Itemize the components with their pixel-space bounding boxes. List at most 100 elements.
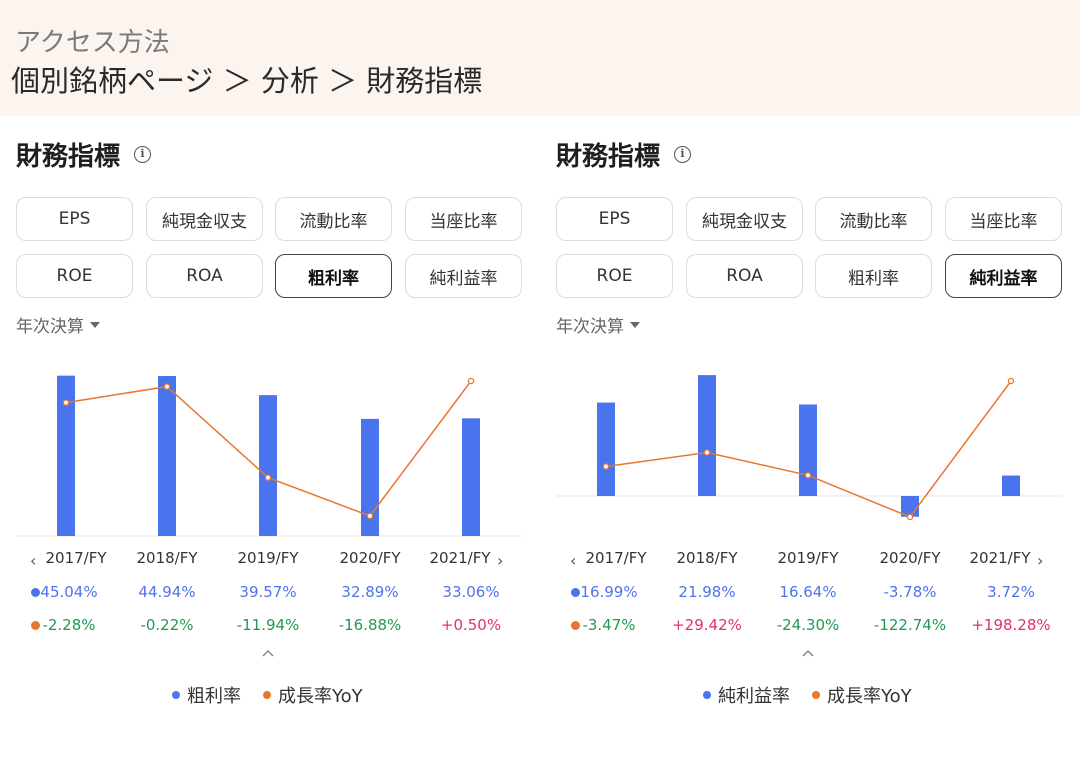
chart-bar [1002,475,1020,496]
caret-down-icon [90,321,100,328]
financial-panel-net-margin: 財務指標 i EPS 純現金収支 流動比率 当座比率 ROE ROA 粗利率 純… [540,116,1080,758]
year-label: 2020/FY [879,549,941,567]
legend-label: 純利益率 [718,686,790,707]
chevron-up-icon[interactable] [261,646,275,660]
growth-row: -3.47% +29.42% -24.30% -122.74% +198.28% [540,616,1080,636]
metric-button-net-margin[interactable]: 純利益率 [405,254,522,298]
value-label: 3.72% [987,583,1035,601]
legend-item-bar: 純利益率 [703,682,790,708]
metric-button-roa[interactable]: ROA [686,254,803,298]
metric-button-roe[interactable]: ROE [16,254,133,298]
combo-chart [16,375,522,537]
caret-down-icon [630,321,640,328]
metric-button-quick-ratio[interactable]: 当座比率 [405,197,522,241]
metric-button-gross-margin[interactable]: 粗利率 [275,254,392,298]
year-label: 2021/FY [969,549,1031,567]
legend-dot [263,691,271,699]
chart-growth-point [163,383,171,390]
growth-label: +0.50% [440,616,502,634]
year-label: 2017/FY [45,549,107,567]
chart-growth-point [602,463,610,470]
chevron-right-icon[interactable]: › [1037,551,1044,570]
year-label: 2019/FY [777,549,839,567]
year-labels: 2017/FY 2018/FY 2019/FY 2020/FY 2021/FY [540,549,1080,571]
chart-growth-point [62,399,70,406]
header-banner: アクセス方法 個別銘柄ページ ＞ 分析 ＞ 財務指標 [0,0,1080,116]
metric-button-roa[interactable]: ROA [146,254,263,298]
panel-title: 財務指標 [556,142,661,172]
year-labels: 2017/FY 2018/FY 2019/FY 2020/FY 2021/FY [0,549,540,571]
value-row: 16.99% 21.98% 16.64% -3.78% 3.72% [540,583,1080,603]
value-label: 21.98% [678,583,736,601]
year-label: 2018/FY [676,549,738,567]
chart-growth-point [366,512,374,520]
period-label: 年次決算 [16,317,84,337]
value-label: 45.04% [40,583,98,601]
info-icon[interactable]: i [674,146,691,163]
year-label: 2021/FY [429,549,491,567]
line-series-dot [571,621,580,630]
chevron-up-icon[interactable] [801,646,815,660]
growth-label: -11.94% [236,616,300,634]
year-label: 2018/FY [136,549,198,567]
metric-button-roe[interactable]: ROE [556,254,673,298]
legend: 粗利率 成長率YoY [172,682,385,708]
chart-bar [158,376,176,536]
year-label: 2019/FY [237,549,299,567]
value-label: 33.06% [442,583,500,601]
legend-label: 粗利率 [187,686,241,707]
period-dropdown[interactable]: 年次決算 [556,312,640,337]
chart-bar [361,418,379,536]
combo-chart [556,375,1062,521]
chart-bar [259,395,277,536]
growth-label: -0.22% [140,616,194,634]
chart-bar [597,402,615,496]
growth-label: -2.28% [42,616,96,634]
value-label: 32.89% [341,583,399,601]
chart-bar [462,418,480,536]
growth-label: -122.74% [873,616,947,634]
metric-button-eps[interactable]: EPS [556,197,673,241]
metric-button-current-ratio[interactable]: 流動比率 [815,197,932,241]
chart-growth-point [703,449,711,456]
legend-item-line: 成長率YoY [263,682,363,708]
chart-growth-point [804,472,812,479]
metric-button-net-cash-flow[interactable]: 純現金収支 [146,197,263,241]
metric-button-net-cash-flow[interactable]: 純現金収支 [686,197,803,241]
legend: 純利益率 成長率YoY [703,682,934,708]
chevron-left-icon[interactable]: ‹ [570,551,577,570]
chart-growth-point [906,513,914,521]
growth-label: +29.42% [672,616,742,634]
growth-label: -3.47% [582,616,636,634]
chart-bar [57,375,75,536]
legend-dot [172,691,180,699]
period-dropdown[interactable]: 年次決算 [16,312,100,337]
chart-growth-point [467,377,475,385]
growth-label: +198.28% [971,616,1051,634]
bar-series-dot [31,588,40,597]
metric-button-gross-margin[interactable]: 粗利率 [815,254,932,298]
line-series-dot [31,621,40,630]
info-icon[interactable]: i [134,146,151,163]
value-label: 39.57% [239,583,297,601]
breadcrumb: 個別銘柄ページ ＞ 分析 ＞ 財務指標 [11,64,483,98]
value-label: 44.94% [138,583,196,601]
chevron-left-icon[interactable]: ‹ [30,551,37,570]
growth-label: -16.88% [338,616,402,634]
growth-row: -2.28% -0.22% -11.94% -16.88% +0.50% [0,616,540,636]
metric-button-current-ratio[interactable]: 流動比率 [275,197,392,241]
chart-growth-point [264,474,272,481]
metric-button-quick-ratio[interactable]: 当座比率 [945,197,1062,241]
financial-panel-gross-margin: 財務指標 i EPS 純現金収支 流動比率 当座比率 ROE ROA 粗利率 純… [0,116,540,758]
header-subtitle: アクセス方法 [15,28,170,58]
metric-button-net-margin[interactable]: 純利益率 [945,254,1062,298]
chevron-right-icon[interactable]: › [497,551,504,570]
legend-item-bar: 粗利率 [172,682,241,708]
legend-dot [703,691,711,699]
value-label: 16.64% [779,583,837,601]
panel-title: 財務指標 [16,142,121,172]
chart-bar [799,404,817,496]
value-label: 16.99% [580,583,638,601]
legend-dot [812,691,820,699]
metric-button-eps[interactable]: EPS [16,197,133,241]
